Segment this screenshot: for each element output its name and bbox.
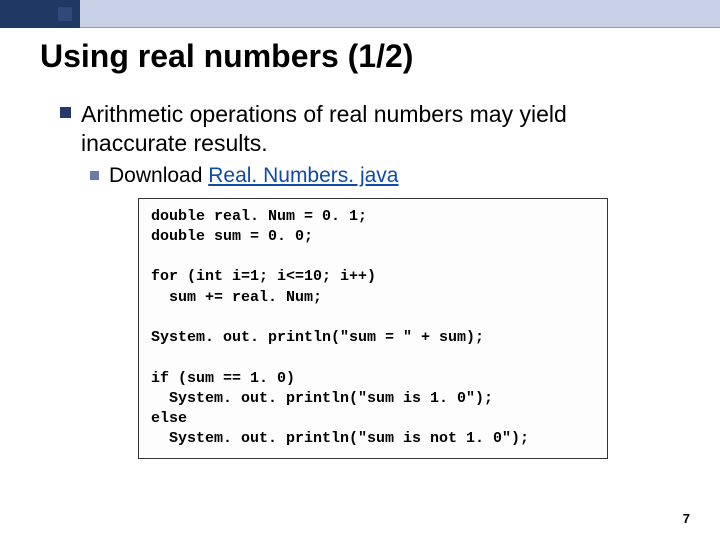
code-l2: double sum = 0. 0; bbox=[151, 228, 313, 245]
square-bullet-small-icon bbox=[90, 171, 99, 180]
bullet-level2: Download Real. Numbers. java bbox=[90, 164, 680, 188]
code-l1: double real. Num = 0. 1; bbox=[151, 208, 367, 225]
sub-bullet-text: Download Real. Numbers. java bbox=[109, 164, 398, 188]
code-block: double real. Num = 0. 1; double sum = 0.… bbox=[138, 198, 608, 459]
code-l12: System. out. println("sum is not 1. 0"); bbox=[151, 430, 529, 447]
top-accent-bar bbox=[0, 0, 720, 28]
bullet1-line2: inaccurate results. bbox=[81, 130, 268, 156]
square-bullet-icon bbox=[60, 107, 71, 118]
download-link[interactable]: Real. Numbers. java bbox=[208, 164, 398, 187]
accent-inner-square bbox=[58, 7, 72, 21]
code-l5: sum += real. Num; bbox=[151, 289, 322, 306]
code-l9: if (sum == 1. 0) bbox=[151, 370, 295, 387]
page-number: 7 bbox=[683, 511, 690, 526]
code-l7: System. out. println("sum = " + sum); bbox=[151, 329, 484, 346]
slide-title: Using real numbers (1/2) bbox=[40, 38, 413, 75]
accent-light-block bbox=[80, 0, 720, 28]
slide-content: Arithmetic operations of real numbers ma… bbox=[60, 100, 680, 459]
code-l4: for (int i=1; i<=10; i++) bbox=[151, 268, 376, 285]
bullet1-text: Arithmetic operations of real numbers ma… bbox=[81, 100, 567, 158]
bullet1-line1: Arithmetic operations of real numbers ma… bbox=[81, 101, 567, 127]
bullet-level1: Arithmetic operations of real numbers ma… bbox=[60, 100, 680, 158]
code-l10: System. out. println("sum is 1. 0"); bbox=[151, 390, 493, 407]
sub-bullet-prefix: Download bbox=[109, 164, 208, 187]
accent-dark-block bbox=[0, 0, 80, 28]
code-l11: else bbox=[151, 410, 187, 427]
